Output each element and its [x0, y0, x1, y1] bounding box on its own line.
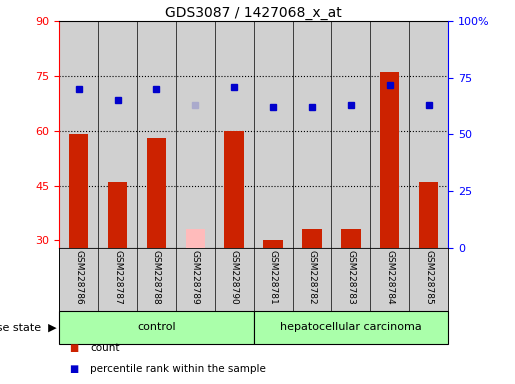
Bar: [59, 21, 98, 248]
Bar: [380, 72, 400, 248]
Bar: [293, 21, 332, 248]
Text: percentile rank within the sample: percentile rank within the sample: [90, 364, 266, 374]
Bar: [98, 248, 137, 311]
Bar: [215, 21, 253, 248]
Bar: [215, 248, 253, 311]
Bar: [253, 248, 293, 311]
Bar: [176, 21, 215, 248]
Bar: [253, 311, 448, 344]
Bar: [293, 248, 332, 311]
Bar: [253, 21, 293, 248]
Bar: [419, 182, 438, 248]
Text: GSM228790: GSM228790: [230, 250, 238, 305]
Bar: [332, 248, 370, 311]
Text: GSM228782: GSM228782: [307, 250, 316, 304]
Bar: [409, 248, 448, 311]
Bar: [263, 240, 283, 248]
Text: hepatocellular carcinoma: hepatocellular carcinoma: [280, 322, 422, 333]
Bar: [331, 21, 370, 248]
Title: GDS3087 / 1427068_x_at: GDS3087 / 1427068_x_at: [165, 6, 342, 20]
Text: GSM228781: GSM228781: [269, 250, 278, 305]
Bar: [341, 229, 360, 248]
Bar: [147, 138, 166, 248]
Bar: [69, 134, 89, 248]
Text: ■: ■: [70, 343, 79, 353]
Bar: [370, 248, 409, 311]
Bar: [108, 182, 127, 248]
Bar: [59, 248, 98, 311]
Text: GSM228785: GSM228785: [424, 250, 433, 305]
Text: disease state  ▶: disease state ▶: [0, 322, 57, 333]
Text: ■: ■: [70, 364, 79, 374]
Text: control: control: [137, 322, 176, 333]
Text: GSM228783: GSM228783: [347, 250, 355, 305]
Bar: [409, 21, 448, 248]
Bar: [59, 311, 253, 344]
Text: GSM228789: GSM228789: [191, 250, 200, 305]
Bar: [98, 21, 137, 248]
Text: GSM228784: GSM228784: [385, 250, 394, 304]
Bar: [302, 229, 322, 248]
Bar: [185, 229, 205, 248]
Text: GSM228787: GSM228787: [113, 250, 122, 305]
Text: count: count: [90, 343, 119, 353]
Bar: [137, 21, 176, 248]
Text: GSM228786: GSM228786: [74, 250, 83, 305]
Text: GSM228788: GSM228788: [152, 250, 161, 305]
Bar: [370, 21, 409, 248]
Bar: [176, 248, 215, 311]
Bar: [137, 248, 176, 311]
Bar: [225, 131, 244, 248]
